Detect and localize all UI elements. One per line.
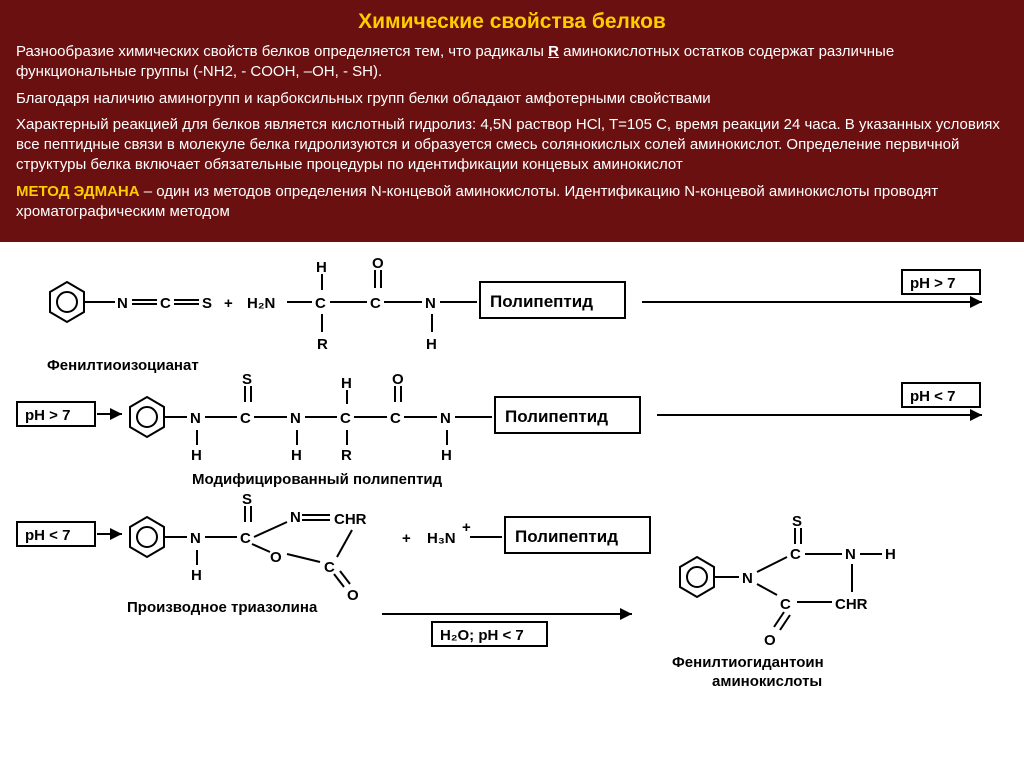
ncs-text: N (117, 295, 128, 312)
r1: R (317, 336, 328, 353)
n7: N (742, 570, 753, 587)
n3: N (290, 410, 301, 427)
n1: N (425, 295, 436, 312)
h4: H (885, 546, 896, 563)
plus-2: + (402, 530, 411, 547)
text-section: Химические свойства белков Разнообразие … (0, 0, 1024, 242)
paragraph-2: Благодаря наличию аминогрупп и карбоксил… (16, 89, 1008, 109)
ph-lt7-2: pH < 7 (25, 527, 70, 544)
polypeptide-box-2: Полипептид (505, 407, 608, 426)
c8: C (790, 546, 801, 563)
paragraph-4: МЕТОД ЭДМАНА – один из методов определен… (16, 182, 1008, 223)
c-text: C (160, 295, 171, 312)
h3n: H₃N (427, 530, 456, 547)
c3: C (240, 410, 251, 427)
paragraph-1: Разнообразие химических свойств белков о… (16, 42, 1008, 83)
c1: C (315, 295, 326, 312)
n8: N (845, 546, 856, 563)
r2: R (341, 447, 352, 464)
o2: O (392, 371, 404, 388)
s3: S (242, 491, 252, 508)
ph-gt7-1: pH > 7 (910, 275, 955, 292)
phenylhydantoin-label-1: Фенилтиогидантоин (672, 654, 824, 671)
c9: C (780, 596, 791, 613)
h2n: H₂N (247, 295, 275, 312)
ph-lt7-1: pH < 7 (910, 388, 955, 405)
plus-charge: + (462, 519, 471, 536)
s2: S (242, 371, 252, 388)
polypeptide-box-1: Полипептид (490, 292, 593, 311)
n6: N (290, 509, 301, 526)
c7: C (324, 559, 335, 576)
s-text: S (202, 295, 212, 312)
c6: C (240, 530, 251, 547)
page-title: Химические свойства белков (16, 10, 1008, 34)
h-bot1: H (426, 336, 437, 353)
c5: C (390, 410, 401, 427)
chr2: CHR (835, 596, 868, 613)
h2b: H (291, 447, 302, 464)
s4: S (792, 513, 802, 530)
n2: N (190, 410, 201, 427)
phenylhydantoin-label-2: аминокислоты (712, 673, 822, 690)
h-top1: H (316, 259, 327, 276)
h2d: H (441, 447, 452, 464)
n5: N (190, 530, 201, 547)
phenyliso-label: Фенилтиоизоцианат (47, 357, 199, 374)
plus-1: + (224, 295, 233, 312)
p1-a: Разнообразие химических свойств белков о… (16, 43, 548, 60)
radical-r: R (548, 43, 559, 60)
h2c: H (341, 375, 352, 392)
method-name: МЕТОД ЭДМАНА (16, 183, 140, 200)
chr: CHR (334, 511, 367, 528)
h2o-ph: H₂O; pH < 7 (440, 627, 524, 644)
paragraph-3: Характерный реакцией для белков является… (16, 115, 1008, 176)
o4: O (270, 549, 282, 566)
modified-label: Модифицированный полипептид (192, 471, 443, 488)
c2: C (370, 295, 381, 312)
h3a: H (191, 567, 202, 584)
o1: O (372, 255, 384, 272)
triazoline-label: Производное триазолина (127, 599, 318, 616)
c4: C (340, 410, 351, 427)
n4: N (440, 410, 451, 427)
p4-b: – один из методов определения N-концевой… (16, 183, 938, 220)
reaction-diagram: N C S + H₂N C R H C O N H Полипептид pH … (0, 242, 1024, 702)
polypeptide-box-3: Полипептид (515, 527, 618, 546)
o3: O (347, 587, 359, 604)
ph-gt7-2: pH > 7 (25, 407, 70, 424)
h2a: H (191, 447, 202, 464)
o5: O (764, 632, 776, 649)
